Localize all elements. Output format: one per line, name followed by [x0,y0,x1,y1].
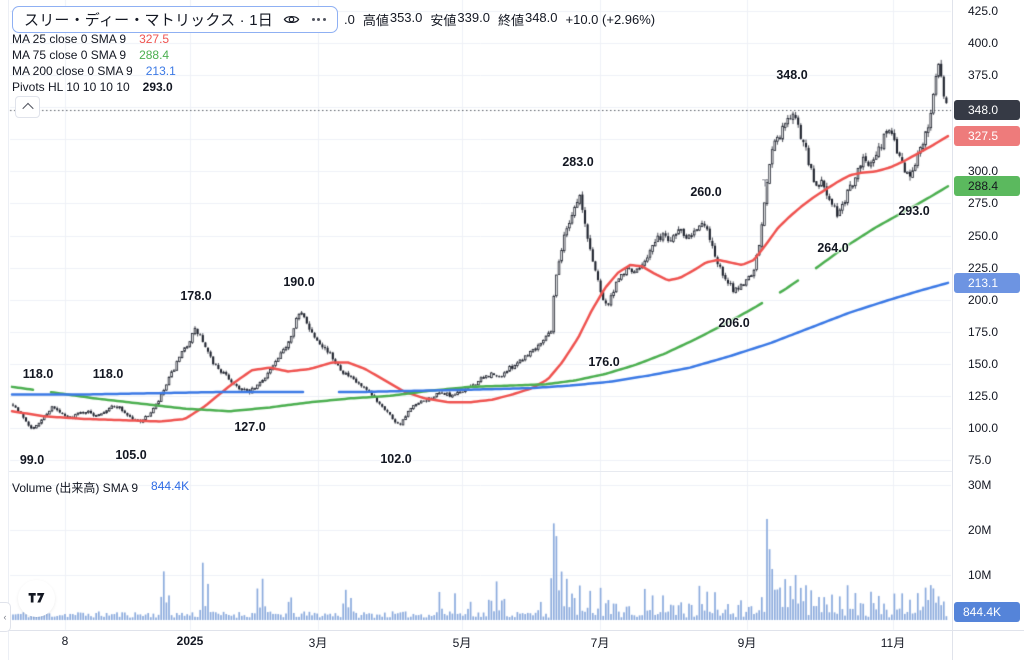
pivot-price-label: 105.0 [115,448,147,462]
price-axis-badge: 288.4 [954,176,1020,197]
legend-value-ma75: 288.4 [139,48,170,62]
pivot-price-label: 118.0 [22,367,54,381]
price-tick: 125.0 [968,388,999,403]
time-axis-label: 7月 [590,636,610,650]
ohlc-row: .0 高値 353.0 安値 339.0 終値 348.0 +10.0 (+2.96%… [344,10,655,29]
price-tick: 250.0 [968,228,999,243]
pivot-price-label: 178.0 [180,289,212,303]
legend-row-ma25[interactable]: MA 25 close 0 SMA 9 327.5 [12,31,176,47]
left-pane-edge [8,0,9,660]
volume-legend-label: Volume (出来高) SMA 9 [12,481,139,495]
pivot-price-label: 283.0 [562,155,594,169]
chevron-left-icon: ‹ [3,612,7,622]
volume-legend-value: 844.4K [151,479,190,493]
legend-value-ma200: 213.1 [145,64,176,78]
chevron-up-icon [21,102,34,115]
tradingview-logo[interactable] [18,580,55,617]
price-tick: 275.0 [968,196,999,211]
volume-legend[interactable]: Volume (出来高) SMA 9 844.4K [12,479,189,496]
pivot-price-label: 118.0 [92,367,124,381]
pivot-price-label: 102.0 [380,452,412,466]
pivot-price-label: 206.0 [718,316,750,330]
price-tick: 300.0 [968,164,999,179]
pivot-price-label: 99.0 [19,453,45,467]
volume-tick: 20M [968,523,992,537]
legend-collapse-button[interactable] [15,96,40,118]
watchlist-collapse-toggle[interactable]: ‹ [0,602,11,632]
pivot-price-label: 348.0 [776,68,808,82]
price-tick: 200.0 [968,292,999,307]
time-axis-label: 5月 [452,636,472,650]
price-tick: 400.0 [968,36,999,51]
indicator-legend: MA 25 close 0 SMA 9 327.5 MA 75 close 0 … [12,31,176,95]
chart-marker: T [761,178,769,190]
price-tick: 225.0 [968,260,999,275]
ohlc-close-label: 終値 [497,13,524,28]
chart-header: スリー・ディー・マトリックス · 1日 .0 高値 353.0 安値 339.0 終… [12,6,655,33]
pivot-price-label: 264.0 [817,241,849,255]
legend-value-ma25: 327.5 [139,32,170,46]
time-axis-label: 9月 [737,636,757,650]
ohlc-low-label: 安値 [430,13,457,28]
price-tick: 375.0 [968,68,999,83]
price-axis-badge: 844.4K [954,602,1020,622]
pivot-price-label: 176.0 [588,355,620,369]
volume-tick: 10M [968,568,992,582]
pivot-price-label: 260.0 [690,185,722,199]
price-tick: 75.0 [968,453,992,467]
price-axis-badge: 348.0 [954,99,1020,120]
price-tick: 150.0 [968,356,999,371]
legend-label: MA 75 close 0 SMA 9 [12,48,127,62]
ohlc-open-clipped: .0 [343,12,355,27]
time-axis-label: 8 [61,634,69,648]
legend-label: MA 200 close 0 SMA 9 [12,64,133,78]
legend-label: MA 25 close 0 SMA 9 [12,32,127,46]
price-axis-border [952,0,953,660]
time-axis-label: 2025 [176,634,204,648]
price-tick: 425.0 [968,4,999,18]
ohlc-high-label: 高値 [362,13,389,28]
more-options-icon[interactable] [310,18,328,21]
pivot-price-label: 293.0 [898,204,930,218]
legend-value-pivots: 293.0 [142,80,173,94]
time-axis-label: 3月 [308,636,328,650]
price-tick: 100.0 [968,420,999,435]
time-axis-border [0,630,1024,631]
volume-tick: 30M [968,478,992,492]
legend-row-pivots[interactable]: Pivots HL 10 10 10 10 293.0 [12,79,176,95]
price-axis-badge: 213.1 [954,272,1020,293]
ohlc-high-value: 353.0 [389,10,423,25]
ohlc-change: +10.0 (+2.96%) [565,12,656,27]
time-axis-label: 11月 [880,636,906,650]
pivot-price-label: 127.0 [234,420,266,434]
pivot-price-label: 190.0 [283,275,315,289]
pane-separator[interactable] [9,471,952,472]
price-tick: 175.0 [968,324,999,339]
legend-label: Pivots HL 10 10 10 10 [12,80,130,94]
eye-icon[interactable] [283,11,300,28]
price-axis-badge: 327.5 [954,126,1020,147]
legend-row-ma200[interactable]: MA 200 close 0 SMA 9 213.1 [12,63,176,79]
ohlc-low-value: 339.0 [457,10,490,25]
symbol-search-box[interactable]: スリー・ディー・マトリックス · 1日 [12,6,338,33]
legend-row-ma75[interactable]: MA 75 close 0 SMA 9 288.4 [12,47,176,63]
ohlc-close-value: 348.0 [524,10,558,25]
symbol-title: スリー・ディー・マトリックス · 1日 [24,12,273,29]
